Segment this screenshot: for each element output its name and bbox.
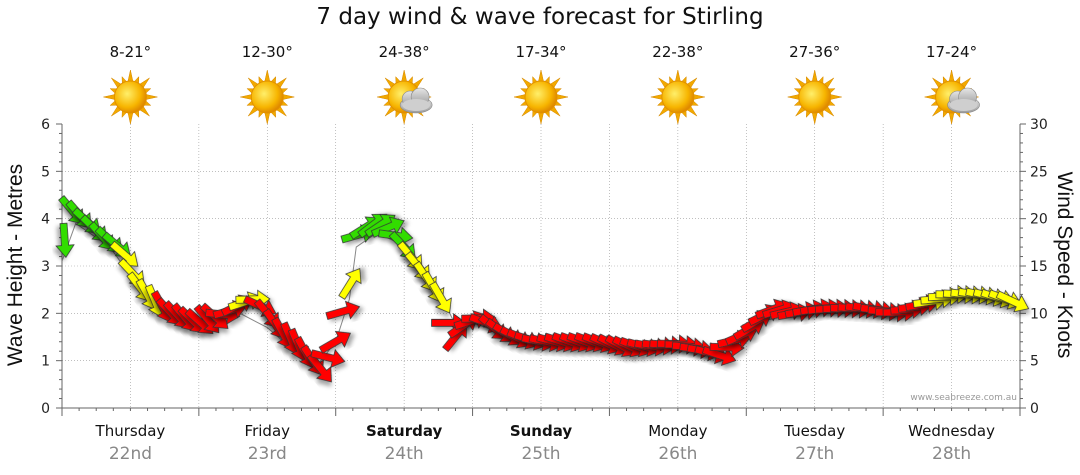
sun-ray (924, 94, 938, 100)
day-name-tuesday: Tuesday (783, 422, 845, 440)
y-tick-label-right: 30 (1030, 117, 1048, 133)
sun-icon (103, 69, 158, 125)
sun-icon (787, 69, 842, 125)
wind-arrow-shape (325, 300, 361, 320)
chart-title: 7 day wind & wave forecast for Stirling (316, 4, 764, 30)
temperature-saturday: 24-38° (378, 43, 430, 61)
sun-ray (538, 111, 544, 125)
sun-ray (264, 111, 271, 125)
y-tick-label-left: 5 (41, 164, 50, 180)
cloud (399, 87, 433, 114)
sun-ray (513, 94, 527, 100)
sun-ray (555, 94, 569, 100)
cloud-fill (949, 99, 978, 111)
sun-ray (127, 111, 134, 125)
sun-cloud-icon (377, 69, 433, 125)
sun-ray (674, 69, 681, 83)
day-name-saturday: Saturday (366, 422, 443, 440)
cloud (947, 87, 980, 114)
wind-arrow (429, 281, 452, 314)
y-tick-label-left: 1 (41, 354, 50, 370)
sun-disc (113, 80, 147, 114)
temperature-wednesday: 17-24° (926, 43, 978, 61)
sun-disc (524, 80, 558, 114)
sun-ray (787, 94, 801, 100)
wind-arrow-shape (318, 330, 351, 354)
temperature-tuesday: 27-36° (789, 43, 841, 61)
wind-arrow (995, 290, 1030, 313)
day-name-friday: Friday (245, 422, 291, 440)
y-tick-label-right: 20 (1030, 212, 1048, 228)
sun-ray (144, 94, 158, 100)
day-name-sunday: Sunday (510, 422, 573, 440)
wind-arrow-shape (310, 349, 346, 369)
day-name-wednesday: Wednesday (908, 422, 995, 440)
sun-ray (674, 111, 681, 125)
wind-arrow-shape (306, 352, 332, 383)
cloud-fill (402, 99, 431, 111)
day-date: 23rd (248, 444, 287, 464)
temperature-monday: 22-38° (652, 43, 704, 61)
wind-arrow (55, 222, 75, 259)
y-tick-label-right: 25 (1030, 164, 1048, 180)
y-tick-label-left: 4 (41, 212, 50, 228)
temperature-thursday: 8-21° (109, 43, 152, 61)
sun-icon (650, 69, 705, 125)
y-tick-label-right: 10 (1030, 306, 1048, 322)
y-axis-label-left: Wave Height - Metres (4, 164, 27, 366)
sun-ray (948, 111, 955, 125)
day-date: 24th (385, 444, 424, 464)
sun-ray (811, 111, 818, 125)
y-tick-label-left: 3 (41, 259, 50, 275)
temperature-sunday: 17-34° (515, 43, 567, 61)
sun-disc (661, 80, 695, 114)
day-date: 26th (658, 444, 697, 464)
sun-ray (127, 69, 134, 83)
watermark: www.seabreeze.com.au (910, 393, 1017, 403)
wind-arrow-shape (995, 290, 1030, 313)
day-date: 25th (521, 444, 560, 464)
wind-arrow-shape (429, 281, 452, 314)
sun-ray (264, 69, 271, 83)
day-name-monday: Monday (648, 422, 707, 440)
sun-icon (240, 69, 295, 125)
y-tick-label-right: 0 (1030, 401, 1039, 417)
sun-ray (538, 69, 544, 83)
wind-arrow (306, 352, 332, 383)
sun-ray (948, 69, 955, 83)
day-date: 27th (795, 444, 834, 464)
wind-arrow (318, 330, 351, 354)
day-date: 28th (932, 444, 971, 464)
y-tick-label-left: 6 (41, 117, 50, 133)
y-tick-label-right: 15 (1030, 259, 1048, 275)
wind-arrow-shape (338, 268, 362, 300)
sun-ray (103, 94, 116, 100)
sun-ray (811, 69, 818, 83)
sun-ray (650, 94, 664, 100)
sun-ray (692, 94, 705, 100)
sun-cloud-icon (924, 69, 980, 125)
sun-ray (401, 111, 408, 125)
sun-icon (513, 69, 569, 125)
sun-disc (250, 80, 284, 114)
y-tick-label-left: 2 (41, 306, 50, 322)
temperature-friday: 12-30° (241, 43, 293, 61)
y-axis-label-right: Wind Speed - Knots (1053, 172, 1076, 359)
day-date: 22nd (109, 444, 152, 464)
sun-ray (240, 94, 253, 100)
day-name-thursday: Thursday (95, 422, 166, 440)
wind-arrow (325, 300, 361, 320)
sun-disc (798, 80, 832, 114)
sun-ray (401, 69, 408, 83)
y-tick-label-left: 0 (41, 401, 50, 417)
sun-ray (281, 94, 295, 100)
y-tick-label-right: 5 (1030, 354, 1039, 370)
wind-arrow (338, 268, 362, 300)
wind-arrow (310, 349, 346, 369)
wind-arrow-shape (55, 222, 75, 259)
sun-ray (377, 94, 390, 100)
sun-ray (829, 94, 842, 100)
